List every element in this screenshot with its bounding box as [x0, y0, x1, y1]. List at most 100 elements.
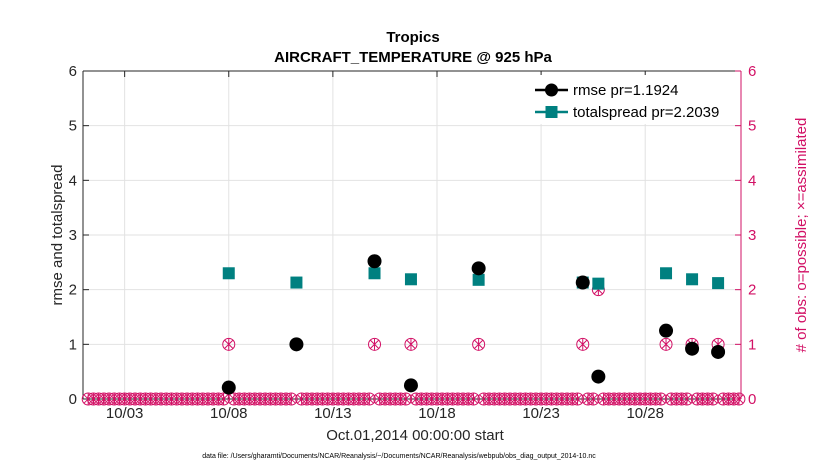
obs-assimilated-point	[578, 338, 588, 350]
obs-assimilated-point	[406, 338, 416, 350]
obs-possible-point	[466, 392, 480, 406]
obs-possible-point	[144, 392, 158, 406]
obs-possible-point	[170, 392, 184, 406]
obs-assimilated-point	[734, 393, 744, 405]
obs-possible-point	[81, 392, 95, 406]
obs-assimilated-point	[468, 393, 478, 405]
x-tick-label: 10/18	[418, 405, 456, 422]
y2-tick-label: 1	[748, 336, 756, 353]
obs-possible-point	[149, 392, 163, 406]
y2-tick-label: 6	[748, 63, 756, 80]
y-tick-label: 1	[69, 336, 77, 353]
obs-possible-point	[201, 392, 215, 406]
obs-possible-point	[508, 392, 522, 406]
obs-possible-point	[440, 392, 454, 406]
obs-assimilated-point	[401, 393, 411, 405]
obs-possible-point	[456, 392, 470, 406]
totalspread-point	[686, 273, 699, 286]
data-marks	[81, 254, 746, 406]
obs-possible-point	[341, 392, 355, 406]
obs-possible-point	[649, 392, 663, 406]
obs-possible-point	[487, 392, 501, 406]
obs-possible-point	[628, 392, 642, 406]
obs-possible-point	[378, 392, 392, 406]
x-tick-label: 10/13	[314, 405, 352, 422]
obs-possible-point	[373, 392, 387, 406]
obs-possible-point	[607, 392, 621, 406]
obs-possible-point	[227, 392, 241, 406]
obs-assimilated-point	[364, 393, 374, 405]
legend: rmse pr=1.1924 totalspread pr=2.2039	[525, 75, 738, 124]
obs-possible-point	[451, 392, 465, 406]
obs-possible-point	[232, 392, 246, 406]
obs-possible-point	[388, 392, 402, 406]
y2-tick-label: 4	[748, 172, 756, 189]
obs-possible-point	[305, 392, 319, 406]
obs-assimilated-point	[682, 393, 692, 405]
x-tick-label: 10/28	[626, 405, 664, 422]
obs-possible-point	[623, 392, 637, 406]
x-axis-label: Oct.01,2014 00:00:00 start	[326, 427, 504, 444]
totalspread-point	[368, 267, 381, 280]
obs-possible-point	[315, 392, 329, 406]
obs-possible-point	[357, 392, 371, 406]
obs-possible-point	[513, 392, 527, 406]
obs-possible-point	[446, 392, 460, 406]
rmse-point	[591, 369, 606, 384]
obs-possible-point	[368, 337, 382, 351]
obs-possible-point	[722, 392, 736, 406]
totalspread-point	[592, 277, 605, 290]
totalspread-point	[404, 273, 417, 286]
x-tick-label: 10/08	[210, 405, 248, 422]
obs-possible-point	[565, 392, 579, 406]
x-tick-label: 10/23	[522, 405, 560, 422]
obs-possible-point	[243, 392, 257, 406]
obs-possible-point	[295, 392, 309, 406]
y2-tick-label: 3	[748, 227, 756, 244]
obs-possible-point	[133, 392, 147, 406]
obs-possible-point	[97, 392, 111, 406]
obs-possible-point	[524, 392, 538, 406]
legend-label-totalspread: totalspread pr=2.2039	[573, 104, 719, 121]
obs-possible-point	[560, 392, 574, 406]
obs-possible-point	[633, 392, 647, 406]
obs-assimilated-point	[369, 338, 380, 350]
totalspread-point	[290, 276, 303, 289]
obs-possible-point	[326, 392, 340, 406]
legend-box	[525, 75, 738, 124]
obs-possible-point	[430, 392, 444, 406]
obs-assimilated-point	[286, 393, 296, 405]
obs-possible-point	[175, 392, 189, 406]
obs-assimilated-point	[661, 338, 671, 350]
obs-possible-point	[529, 392, 543, 406]
obs-possible-point	[404, 337, 418, 351]
obs-possible-point	[237, 392, 251, 406]
obs-possible-point	[727, 392, 741, 406]
obs-possible-point	[545, 392, 559, 406]
rmse-point	[471, 261, 486, 276]
obs-possible-point	[180, 392, 194, 406]
obs-possible-point	[248, 392, 262, 406]
obs-assimilated-point	[572, 393, 583, 405]
obs-possible-point	[414, 392, 428, 406]
obs-possible-point	[690, 392, 704, 406]
y-axis-label: rmse and totalspread	[49, 165, 66, 306]
obs-possible-point	[669, 392, 683, 406]
obs-possible-point	[420, 392, 434, 406]
totalspread-point	[660, 267, 673, 280]
obs-possible-point	[472, 337, 486, 351]
obs-possible-point	[269, 392, 283, 406]
totalspread-point	[222, 267, 235, 280]
rmse-point	[659, 323, 674, 338]
rmse-point	[685, 341, 700, 356]
obs-possible-point	[191, 392, 205, 406]
obs-possible-point	[695, 392, 709, 406]
obs-assimilated-point	[588, 393, 598, 405]
obs-possible-point	[550, 392, 564, 406]
obs-possible-point	[706, 392, 720, 406]
obs-possible-point	[92, 392, 106, 406]
obs-possible-point	[331, 392, 345, 406]
x-tick-label: 10/03	[106, 405, 144, 422]
totalspread-point	[472, 273, 485, 286]
